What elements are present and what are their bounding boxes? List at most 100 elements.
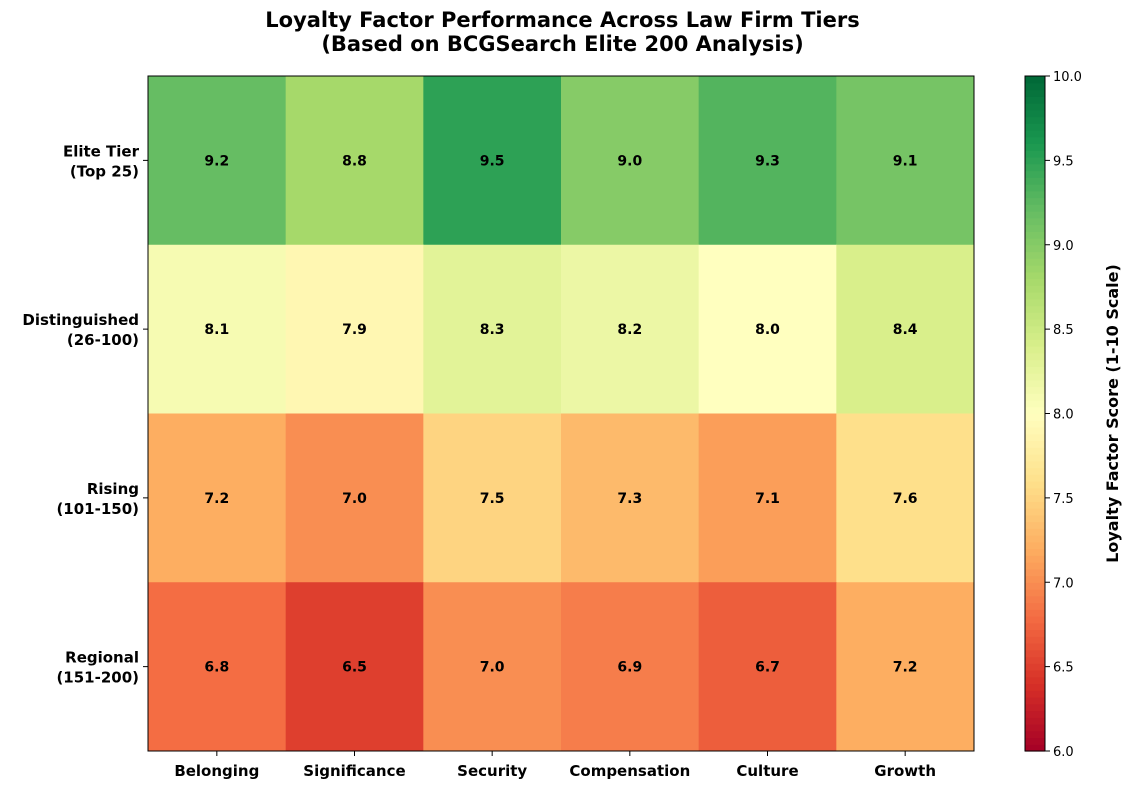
x-tick-label: Compensation: [569, 762, 690, 780]
colorbar-segment: [1025, 541, 1045, 550]
colorbar-segment: [1025, 683, 1045, 691]
colorbar-segment: [1025, 622, 1045, 631]
colorbar-segment: [1025, 130, 1045, 138]
colorbar-segment: [1025, 595, 1045, 604]
colorbar-segment: [1025, 136, 1045, 145]
heatmap-cell: [561, 76, 700, 246]
cell-label: 9.0: [617, 153, 642, 169]
colorbar-segment: [1025, 312, 1045, 320]
colorbar-segment: [1025, 548, 1045, 556]
chart-title: Loyalty Factor Performance Across Law Fi…: [265, 8, 860, 32]
colorbar-segment: [1025, 82, 1045, 91]
cell-label: 7.3: [617, 491, 642, 507]
colorbar-segment: [1025, 535, 1045, 543]
colorbar-segment: [1025, 373, 1045, 381]
colorbar-segment: [1025, 528, 1045, 536]
heatmap-cell: [423, 582, 562, 752]
cell-label: 8.1: [204, 322, 229, 338]
heatmap-cell: [698, 413, 837, 583]
colorbar-segment: [1025, 433, 1045, 442]
heatmap-cell: [148, 76, 287, 246]
colorbar-segment: [1025, 663, 1045, 671]
heatmap-cell: [285, 582, 424, 752]
colorbar-segment: [1025, 514, 1045, 523]
colorbar-segment: [1025, 319, 1045, 327]
cell-label: 7.5: [480, 491, 505, 507]
colorbar-segment: [1025, 494, 1045, 502]
colorbar-segment: [1025, 467, 1045, 475]
colorbar-segment: [1025, 103, 1045, 111]
colorbar-tick-label: 8.5: [1053, 323, 1074, 338]
y-tick-label: Elite Tier: [63, 142, 140, 160]
y-tick-label: (101-150): [56, 500, 139, 518]
colorbar-segment: [1025, 427, 1045, 435]
colorbar-segment: [1025, 366, 1045, 374]
colorbar-segment: [1025, 562, 1045, 570]
colorbar-segment: [1025, 676, 1045, 685]
colorbar-segment: [1025, 258, 1045, 266]
colorbar-segment: [1025, 305, 1045, 313]
heatmap-cell: [561, 244, 700, 414]
colorbar-segment: [1025, 143, 1045, 151]
colorbar-segment: [1025, 413, 1045, 421]
colorbar-segment: [1025, 447, 1045, 455]
heatmap-cell: [836, 582, 975, 752]
colorbar-segment: [1025, 292, 1045, 300]
heatmap-cell: [836, 76, 975, 246]
colorbar-segment: [1025, 487, 1045, 496]
heatmap-cell: [285, 413, 424, 583]
colorbar-segment: [1025, 737, 1045, 745]
colorbar-segment: [1025, 643, 1045, 651]
heatmap-cell: [698, 582, 837, 752]
y-tick-label: Regional: [65, 649, 139, 667]
colorbar-segment: [1025, 204, 1045, 212]
colorbar-segment: [1025, 724, 1045, 732]
cell-label: 8.2: [617, 322, 642, 338]
colorbar-segment: [1025, 440, 1045, 448]
cell-label: 9.5: [480, 153, 505, 169]
colorbar-segment: [1025, 278, 1045, 286]
colorbar-segment: [1025, 386, 1045, 394]
colorbar-segment: [1025, 521, 1045, 529]
colorbar-segment: [1025, 265, 1045, 273]
colorbar-segment: [1025, 163, 1045, 172]
y-tick-label: (Top 25): [70, 162, 139, 180]
colorbar-segment: [1025, 690, 1045, 698]
colorbar-segment: [1025, 89, 1045, 97]
colorbar-segment: [1025, 629, 1045, 637]
cell-label: 6.9: [617, 660, 642, 676]
colorbar-segment: [1025, 717, 1045, 725]
colorbar-segment: [1025, 474, 1045, 482]
cell-label: 7.0: [342, 491, 367, 507]
colorbar-segment: [1025, 76, 1045, 84]
colorbar-segment: [1025, 670, 1045, 678]
heatmap-cell: [285, 76, 424, 246]
colorbar-segment: [1025, 190, 1045, 199]
heatmap-cell: [836, 244, 975, 414]
colorbar-segment: [1025, 636, 1045, 644]
colorbar-tick-label: 6.0: [1053, 745, 1074, 760]
colorbar-segment: [1025, 123, 1045, 131]
colorbar-segment: [1025, 406, 1045, 415]
colorbar-segment: [1025, 508, 1045, 516]
plot-frame: [147, 75, 975, 752]
colorbar-segment: [1025, 481, 1045, 489]
colorbar-segment: [1025, 109, 1045, 118]
colorbar-segment: [1025, 184, 1045, 192]
heatmap-cell: [698, 76, 837, 246]
colorbar-segment: [1025, 744, 1045, 752]
heatmap-cell: [561, 413, 700, 583]
colorbar-segment: [1025, 116, 1045, 124]
colorbar-segment: [1025, 730, 1045, 739]
colorbar-segment: [1025, 582, 1045, 590]
cell-label: 8.4: [893, 322, 918, 338]
x-tick-label: Growth: [874, 762, 936, 780]
y-tick-label: Rising: [87, 480, 139, 498]
heatmap-cell: [561, 582, 700, 752]
cell-label: 7.9: [342, 322, 367, 338]
x-tick-label: Culture: [736, 762, 798, 780]
colorbar-segment: [1025, 379, 1045, 388]
colorbar-segment: [1025, 332, 1045, 340]
colorbar-segment: [1025, 400, 1045, 408]
cell-label: 7.1: [755, 491, 780, 507]
